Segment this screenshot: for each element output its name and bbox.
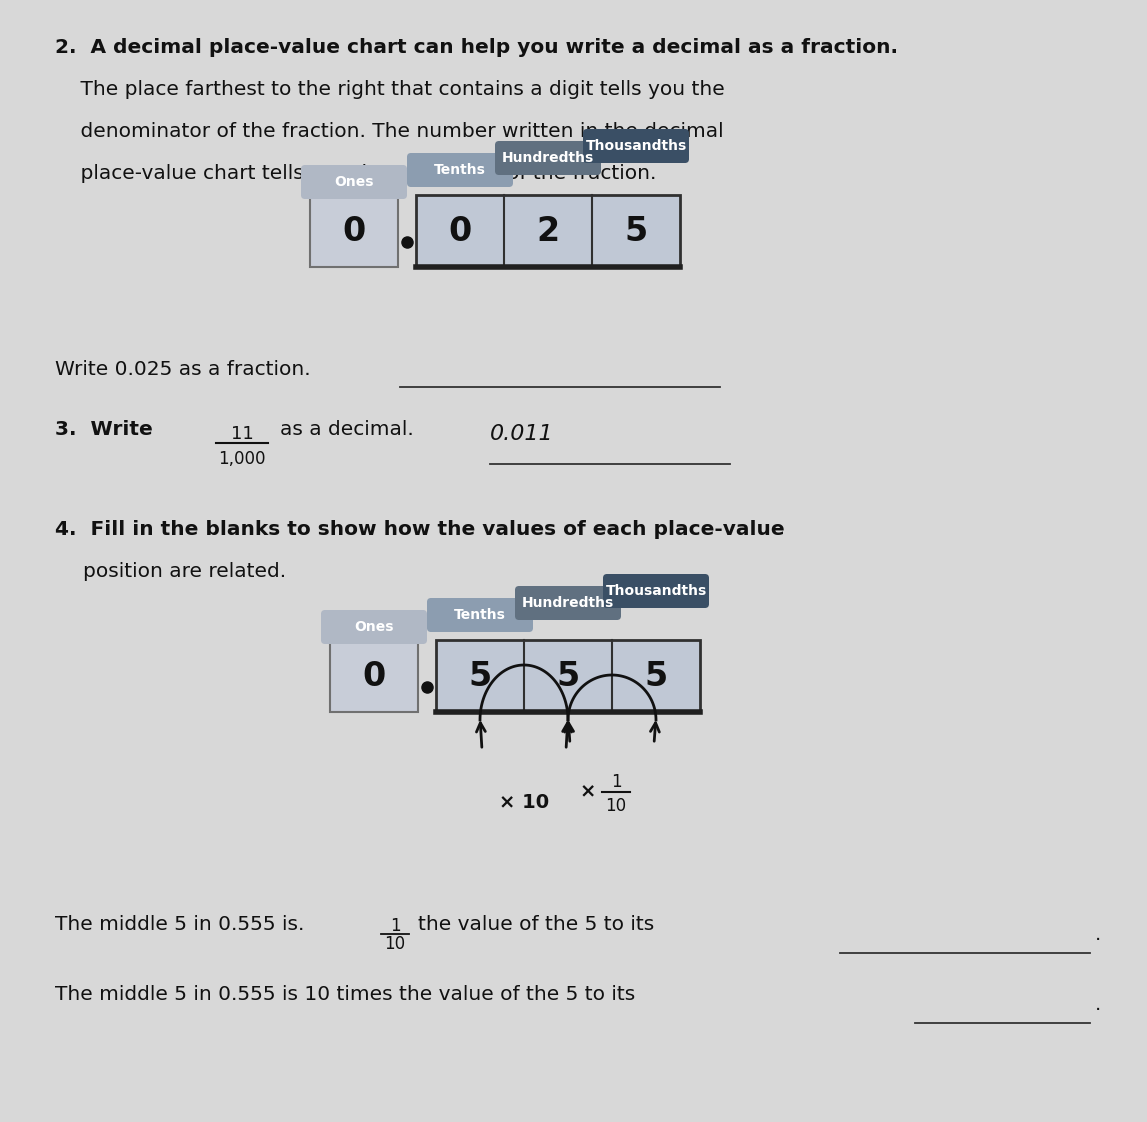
FancyBboxPatch shape	[330, 640, 418, 712]
Text: Tenths: Tenths	[434, 163, 486, 177]
Text: denominator of the fraction. The number written in the decimal: denominator of the fraction. The number …	[55, 122, 724, 141]
Text: Ones: Ones	[354, 620, 393, 634]
Text: 5: 5	[468, 660, 492, 692]
Text: Hundredths: Hundredths	[502, 151, 594, 165]
FancyBboxPatch shape	[427, 598, 533, 632]
Text: Tenths: Tenths	[454, 608, 506, 622]
Text: place-value chart tells you the numerator of the fraction.: place-value chart tells you the numerato…	[55, 164, 656, 183]
Text: Write 0.025 as a fraction.: Write 0.025 as a fraction.	[55, 360, 311, 379]
FancyBboxPatch shape	[436, 640, 700, 712]
FancyBboxPatch shape	[407, 153, 513, 187]
FancyBboxPatch shape	[416, 195, 680, 267]
Text: 10: 10	[606, 797, 626, 815]
Text: 5: 5	[556, 660, 579, 692]
FancyBboxPatch shape	[301, 165, 407, 199]
Text: 3.  Write: 3. Write	[55, 420, 153, 439]
Text: the value of the 5 to its: the value of the 5 to its	[418, 916, 654, 934]
Text: 4.  Fill in the blanks to show how the values of each place-value: 4. Fill in the blanks to show how the va…	[55, 519, 785, 539]
Text: 0: 0	[362, 660, 385, 692]
Text: 11: 11	[231, 425, 253, 443]
Text: .: .	[1095, 925, 1101, 944]
FancyBboxPatch shape	[310, 195, 398, 267]
Text: 5: 5	[624, 214, 648, 248]
Text: × 10: × 10	[499, 792, 549, 811]
FancyBboxPatch shape	[515, 586, 621, 620]
FancyBboxPatch shape	[496, 141, 601, 175]
Text: 5: 5	[645, 660, 668, 692]
Text: The middle 5 in 0.555 is 10 times the value of the 5 to its: The middle 5 in 0.555 is 10 times the va…	[55, 985, 635, 1004]
FancyBboxPatch shape	[321, 610, 427, 644]
Text: as a decimal.: as a decimal.	[280, 420, 414, 439]
FancyBboxPatch shape	[603, 574, 709, 608]
Text: Thousandths: Thousandths	[585, 139, 687, 153]
Text: 1: 1	[390, 917, 400, 935]
Text: 2.  A decimal place-value chart can help you write a decimal as a fraction.: 2. A decimal place-value chart can help …	[55, 38, 898, 57]
Text: ×: ×	[579, 782, 596, 801]
Text: .: .	[1095, 995, 1101, 1014]
Text: 1: 1	[610, 773, 622, 791]
Text: 0: 0	[448, 214, 471, 248]
Text: Ones: Ones	[334, 175, 374, 188]
Text: 0: 0	[342, 214, 366, 248]
Text: The place farthest to the right that contains a digit tells you the: The place farthest to the right that con…	[55, 80, 725, 99]
Text: 1,000: 1,000	[218, 450, 266, 468]
Text: 0.011: 0.011	[490, 424, 554, 444]
Text: Thousandths: Thousandths	[606, 583, 707, 598]
Text: The middle 5 in 0.555 is.: The middle 5 in 0.555 is.	[55, 916, 304, 934]
Text: position are related.: position are related.	[83, 562, 286, 581]
Text: 10: 10	[384, 935, 406, 953]
FancyBboxPatch shape	[583, 129, 689, 163]
Text: Hundredths: Hundredths	[522, 596, 614, 610]
Text: 2: 2	[537, 214, 560, 248]
